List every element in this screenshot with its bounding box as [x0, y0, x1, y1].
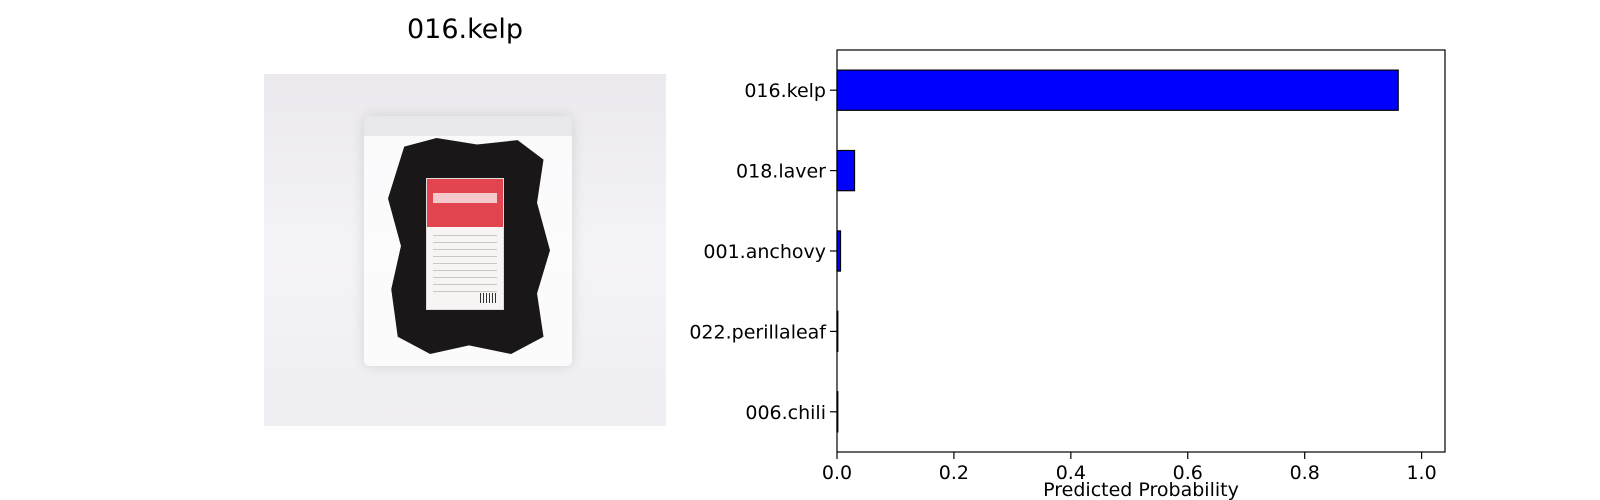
barcode-icon: [480, 293, 498, 303]
product-bag: [364, 116, 572, 366]
x-tick-label-0: 0.0: [822, 462, 852, 484]
bar-0: [836, 69, 1399, 111]
product-label: [426, 178, 504, 310]
y-tick-label-0: 016.kelp: [744, 80, 826, 102]
x-axis-label: Predicted Probability: [1043, 479, 1239, 500]
x-tick-label-4: 0.8: [1290, 462, 1320, 484]
y-tick-label-1: 018.laver: [736, 161, 826, 183]
x-tick-label-5: 1.0: [1406, 462, 1436, 484]
plot-frame: [836, 49, 1446, 453]
x-tick-label-3: 0.6: [1173, 462, 1203, 484]
y-tick-label-2: 001.anchovy: [703, 241, 826, 263]
x-tick-label-2: 0.4: [1056, 462, 1086, 484]
bar-1: [836, 149, 856, 192]
image-title: 016.kelp: [406, 14, 524, 45]
x-tick-label-1: 0.2: [939, 462, 969, 484]
y-tick-label-4: 006.chili: [745, 402, 826, 424]
kelp-product-photo: [264, 74, 666, 426]
y-tick-label-3: 022.perillaleaf: [689, 321, 827, 343]
